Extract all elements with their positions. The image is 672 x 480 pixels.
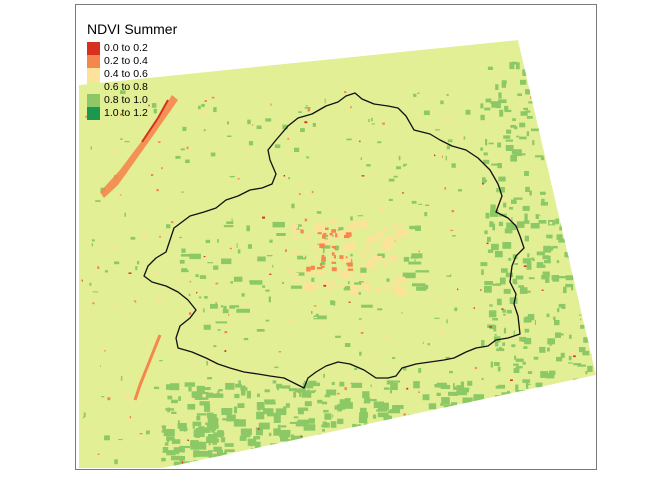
legend-swatch: [87, 107, 100, 120]
legend-title: NDVI Summer: [87, 21, 178, 37]
legend-swatch: [87, 68, 100, 81]
legend-item: 0.6 to 0.8: [87, 81, 177, 94]
low-ndvi-patches: [85, 91, 584, 466]
legend-label: 0.8 to 1.0: [104, 94, 148, 106]
very-low-ndvi-patches: [81, 100, 592, 464]
legend-label: 0.6 to 0.8: [104, 81, 148, 93]
low-ndvi-streak: [100, 95, 178, 198]
legend-item: 0.0 to 0.2: [87, 42, 177, 55]
moderate-ndvi-patches: [87, 100, 596, 466]
study-area-boundary: [143, 92, 525, 389]
legend-swatch: [87, 81, 100, 94]
legend-swatch: [87, 55, 100, 68]
map-legend: NDVI Summer 0.0 to 0.2 0.2 to 0.4 0.4 to…: [87, 20, 177, 120]
low-ndvi-streak: [141, 99, 169, 143]
legend-item: 0.2 to 0.4: [87, 55, 177, 68]
legend-swatch: [87, 94, 100, 107]
legend-label: 0.2 to 0.4: [104, 55, 148, 67]
legend-label: 0.0 to 0.2: [104, 42, 148, 54]
legend-swatch: [87, 42, 100, 55]
legend-label: 1.0 to 1.2: [104, 107, 148, 119]
legend-items: 0.0 to 0.2 0.2 to 0.4 0.4 to 0.6 0.6 to …: [87, 42, 177, 120]
legend-item: 0.4 to 0.6: [87, 68, 177, 81]
raster-background: [79, 40, 596, 468]
low-ndvi-streak: [133, 334, 162, 401]
legend-item: 1.0 to 1.2: [87, 107, 177, 120]
legend-item: 0.8 to 1.0: [87, 94, 177, 107]
legend-label: 0.4 to 0.6: [104, 68, 148, 80]
